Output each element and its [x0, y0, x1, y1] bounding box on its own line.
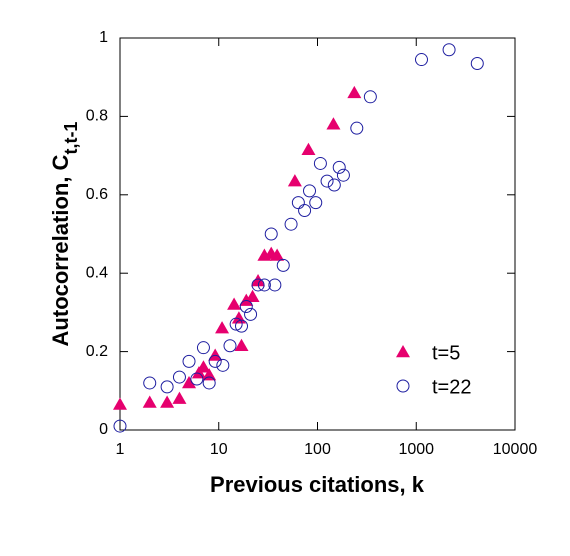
- circle-marker: [309, 196, 323, 210]
- circle-marker: [229, 317, 243, 331]
- triangle-marker: [251, 274, 266, 287]
- triangle-marker: [208, 348, 223, 361]
- x-tick-label: 10: [210, 441, 228, 458]
- triangle-marker: [182, 375, 197, 389]
- circle-marker: [284, 217, 298, 231]
- triangle-marker: [347, 85, 362, 99]
- circle-marker: [244, 307, 258, 321]
- circle-marker: [303, 184, 317, 198]
- y-tick-label: 0: [99, 421, 108, 438]
- y-axis-title-subscript: t,t-1: [61, 122, 81, 155]
- circle-marker: [160, 380, 174, 394]
- circle-marker: [291, 196, 305, 210]
- circle-marker: [320, 174, 334, 188]
- circle-marker: [257, 278, 271, 292]
- circle-marker: [264, 227, 278, 241]
- circle-marker: [239, 300, 253, 314]
- legend-label: t=22: [432, 376, 471, 398]
- x-tick-label: 100: [304, 441, 331, 458]
- triangle-marker: [196, 360, 211, 373]
- y-tick-label: 0.8: [86, 108, 108, 125]
- circle-marker: [251, 278, 265, 292]
- circle-marker: [313, 156, 327, 170]
- circle-marker: [208, 354, 222, 368]
- circle-marker: [470, 56, 484, 70]
- triangle-marker: [396, 345, 410, 358]
- circle-marker: [327, 178, 341, 192]
- legend-label: t=5: [432, 342, 460, 364]
- circle-marker: [268, 278, 282, 292]
- triangle-marker: [245, 289, 260, 302]
- circle-marker: [182, 354, 196, 368]
- y-tick-label: 0.4: [86, 264, 108, 281]
- circle-marker: [190, 372, 204, 386]
- x-tick-label: 1000: [398, 441, 434, 458]
- x-tick-label: 10000: [493, 441, 538, 458]
- circle-marker: [172, 370, 186, 384]
- x-axis-title: Previous citations, k: [210, 472, 425, 497]
- circle-marker: [196, 341, 210, 355]
- circle-marker: [350, 121, 364, 135]
- triangle-marker: [227, 297, 242, 310]
- y-axis-title-main: Autocorrelation, C: [48, 154, 73, 346]
- triangle-marker: [231, 311, 246, 324]
- circle-marker: [363, 90, 377, 104]
- triangle-marker: [160, 395, 175, 408]
- circle-marker: [336, 168, 350, 182]
- triangle-marker: [287, 174, 302, 187]
- circle-marker: [202, 376, 216, 390]
- circle-marker: [223, 339, 237, 353]
- triangle-marker: [215, 321, 230, 334]
- y-tick-label: 1: [99, 29, 108, 46]
- circle-marker: [276, 258, 290, 272]
- triangle-marker: [234, 338, 249, 351]
- triangle-marker: [113, 397, 127, 410]
- y-tick-label: 0.2: [86, 343, 108, 360]
- x-tick-label: 1: [116, 441, 125, 458]
- circle-marker: [414, 53, 428, 67]
- circle-marker: [143, 376, 157, 390]
- circle-marker: [298, 203, 312, 217]
- triangle-marker: [270, 248, 285, 261]
- circle-marker: [235, 319, 249, 333]
- triangle-marker: [202, 368, 217, 381]
- triangle-marker: [239, 293, 254, 306]
- circle-marker: [216, 358, 230, 372]
- circle-marker: [396, 379, 410, 393]
- triangle-marker: [142, 395, 157, 408]
- triangle-marker: [172, 391, 187, 404]
- y-axis-title: Autocorrelation, Ct,t-1: [48, 122, 81, 347]
- y-axis-title-group: Autocorrelation, Ct,t-1: [48, 122, 81, 347]
- y-tick-label: 0.6: [86, 186, 108, 203]
- triangle-marker: [301, 142, 316, 155]
- circle-marker: [113, 419, 127, 433]
- triangle-marker: [326, 117, 341, 130]
- circle-marker: [442, 43, 456, 57]
- circle-marker: [332, 160, 346, 174]
